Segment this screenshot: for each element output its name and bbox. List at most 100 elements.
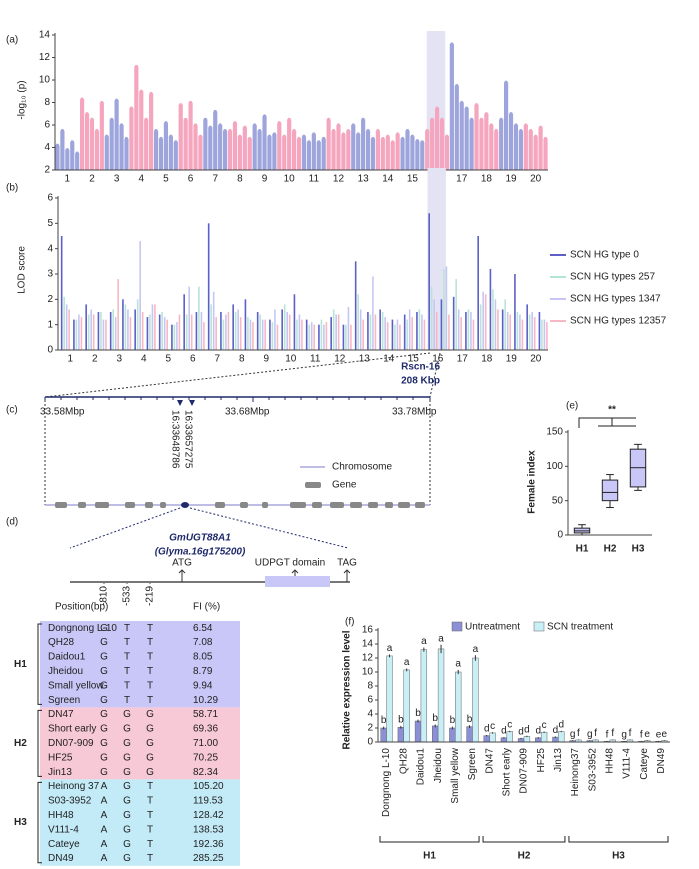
x-tick-label: 20 bbox=[530, 354, 542, 365]
y-tick-label: 1 bbox=[47, 319, 53, 330]
significance-letter: f bbox=[629, 728, 632, 739]
point bbox=[489, 123, 493, 127]
table-cell: G bbox=[100, 680, 108, 691]
x-tick-label: Jheidou bbox=[433, 748, 444, 783]
legend-label: SCN HG types 12357 bbox=[570, 316, 667, 327]
significance-letter: b bbox=[381, 715, 387, 726]
legend-label: SCN treatment bbox=[547, 622, 613, 633]
point bbox=[238, 134, 242, 138]
point bbox=[455, 84, 459, 88]
table-cell: G bbox=[123, 724, 131, 735]
annotation: Rscn-16 bbox=[401, 362, 440, 373]
table-cell: Dongnong L-10 bbox=[48, 623, 117, 634]
gene-feature: TAG bbox=[337, 558, 357, 569]
point bbox=[95, 129, 99, 133]
table-cell: T bbox=[147, 824, 153, 835]
point bbox=[282, 134, 286, 138]
legend-swatch bbox=[533, 621, 545, 632]
y-axis-label: -log₁₀ (p) bbox=[17, 80, 28, 119]
x-tick-label: 15 bbox=[408, 354, 420, 365]
x-tick-label: 13 bbox=[358, 174, 370, 185]
table-cell: T bbox=[124, 680, 130, 691]
point bbox=[119, 123, 124, 127]
point bbox=[302, 134, 306, 138]
table-cell: 69.36 bbox=[193, 724, 218, 735]
point bbox=[371, 136, 375, 141]
y-tick-label: 150 bbox=[546, 427, 563, 438]
x-tick-label: 7 bbox=[214, 354, 220, 365]
point bbox=[361, 117, 365, 121]
point bbox=[208, 125, 212, 129]
x-tick-label: 10 bbox=[284, 174, 296, 185]
x-tick-label: 17 bbox=[456, 174, 468, 185]
y-tick-label: 8 bbox=[367, 681, 373, 692]
significance-letter: f bbox=[640, 730, 643, 741]
x-tick-label: 18 bbox=[481, 174, 493, 185]
panel-label: (f) bbox=[345, 617, 354, 628]
x-tick-label: 18 bbox=[481, 354, 493, 365]
point bbox=[405, 129, 410, 133]
panel-label: (e) bbox=[566, 401, 578, 412]
point bbox=[257, 129, 262, 133]
gene-feature: UDPGT domain bbox=[255, 558, 325, 569]
table-cell: 9.94 bbox=[193, 680, 213, 691]
y-axis-label: Relative expression level bbox=[342, 630, 353, 749]
x-tick-label: 2 bbox=[92, 354, 98, 365]
point bbox=[445, 134, 449, 138]
bar bbox=[466, 726, 473, 743]
bar bbox=[523, 736, 531, 743]
table-cell: G bbox=[146, 767, 154, 778]
table-cell: G bbox=[123, 767, 131, 778]
x-tick-label: Cateye bbox=[639, 748, 650, 780]
significance-letter: b bbox=[450, 715, 456, 726]
table-cell: Jheidou bbox=[48, 666, 83, 677]
table-cell: G bbox=[123, 709, 131, 720]
table-header: -533 bbox=[122, 586, 133, 606]
x-tick-label: 1 bbox=[67, 354, 73, 365]
region-label: 33.58Mbp bbox=[40, 407, 85, 418]
table-cell: G bbox=[100, 767, 108, 778]
point bbox=[346, 129, 350, 133]
table-cell: 82.34 bbox=[193, 767, 218, 778]
table-cell: T bbox=[147, 839, 153, 850]
significance-letter: e bbox=[644, 729, 650, 740]
x-tick-label: Short early bbox=[501, 748, 512, 796]
point bbox=[233, 121, 237, 125]
x-tick-label: 12 bbox=[333, 174, 345, 185]
gene-feature: ATG bbox=[172, 558, 192, 569]
point bbox=[341, 132, 346, 136]
point bbox=[479, 117, 484, 121]
table-cell: 285.25 bbox=[193, 853, 224, 864]
point bbox=[425, 129, 429, 133]
x-tick-label: H2 bbox=[604, 544, 617, 555]
point bbox=[193, 123, 198, 127]
x-tick-label: 9 bbox=[263, 354, 269, 365]
y-tick-label: 5 bbox=[47, 218, 53, 229]
bar bbox=[437, 648, 445, 743]
table-cell: Sgreen bbox=[48, 695, 80, 706]
x-tick-label: Small yellow bbox=[450, 747, 461, 803]
significance-letter: a bbox=[421, 636, 427, 647]
annotation: 208 Kbp bbox=[401, 376, 440, 387]
group-bracket bbox=[37, 781, 42, 864]
bar bbox=[403, 669, 410, 743]
bar bbox=[552, 736, 559, 743]
table-header: Position(bp) bbox=[55, 602, 108, 613]
point bbox=[139, 89, 143, 93]
significance-letter: f bbox=[611, 728, 614, 739]
table-cell: G bbox=[100, 623, 108, 634]
point bbox=[272, 132, 276, 136]
x-tick-label: 4 bbox=[138, 174, 144, 185]
bar bbox=[472, 657, 479, 743]
y-tick-label: 100 bbox=[546, 461, 563, 472]
table-cell: T bbox=[124, 637, 130, 648]
x-tick-label: 7 bbox=[212, 174, 218, 185]
point bbox=[248, 136, 252, 141]
bar bbox=[414, 720, 422, 743]
table-cell: T bbox=[147, 637, 153, 648]
x-tick-label: 13 bbox=[359, 354, 371, 365]
x-tick-label: 8 bbox=[237, 174, 243, 185]
point bbox=[386, 134, 390, 138]
table-cell: QH28 bbox=[48, 637, 75, 648]
